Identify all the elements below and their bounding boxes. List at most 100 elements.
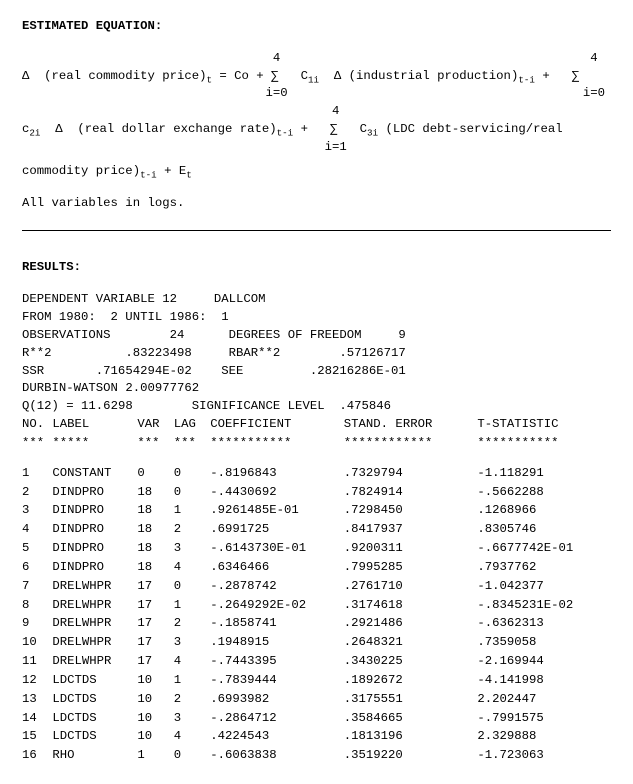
term3-lead: (LDC debt-servicing/real bbox=[378, 122, 562, 136]
sum-upper-limit: 4 bbox=[590, 51, 597, 65]
equation-line1-bottom: i=0 i=0 bbox=[22, 85, 611, 103]
results-meta-block: DEPENDENT VARIABLE 12 DALLCOM FROM 1980:… bbox=[22, 291, 611, 416]
table-cell: DINDPRO bbox=[52, 502, 137, 521]
table-cell: LDCTDS bbox=[52, 728, 137, 747]
col-sep: *** bbox=[137, 435, 173, 454]
table-cell: .8417937 bbox=[344, 521, 478, 540]
dof-value: 9 bbox=[398, 328, 405, 342]
equation-line2: c2i Δ (real dollar exchange rate)t-i + ∑… bbox=[22, 121, 611, 139]
equation-note: All variables in logs. bbox=[22, 195, 611, 213]
table-cell: 4 bbox=[22, 521, 52, 540]
table-cell: 18 bbox=[137, 559, 173, 578]
table-cell: RHO bbox=[52, 747, 137, 766]
spacer bbox=[557, 69, 572, 83]
equation-line2-bottom: i=1 bbox=[22, 139, 611, 157]
see-label: SEE bbox=[221, 364, 243, 378]
table-cell: LDCTDS bbox=[52, 672, 137, 691]
results-table-body: 1CONSTANT00-.8196843.7329794-1.1182912DI… bbox=[22, 465, 611, 766]
spacer bbox=[325, 399, 340, 413]
table-cell: 7 bbox=[22, 578, 52, 597]
table-cell: -1.042377 bbox=[477, 578, 611, 597]
table-cell: DRELWHPR bbox=[52, 634, 137, 653]
r2-label: R**2 bbox=[22, 346, 52, 360]
coef-c2-sub: 2i bbox=[29, 128, 40, 139]
table-cell: 0 bbox=[174, 747, 210, 766]
obs-label: OBSERVATIONS bbox=[22, 328, 111, 342]
col-sep: ************ bbox=[344, 435, 478, 454]
table-cell: 2.202447 bbox=[477, 691, 611, 710]
spacer bbox=[44, 364, 96, 378]
dof-label: DEGREES OF FREEDOM bbox=[229, 328, 362, 342]
term2: Δ (real dollar exchange rate) bbox=[40, 122, 276, 136]
table-cell: -.8345231E-02 bbox=[477, 597, 611, 616]
table-row: 7DRELWHPR170-.2878742.2761710-1.042377 bbox=[22, 578, 611, 597]
obs-value: 24 bbox=[170, 328, 185, 342]
table-row: 16RHO10-.6063838.3519220-1.723063 bbox=[22, 747, 611, 766]
table-row: 9DRELWHPR172-.1858741.2921486-.6362313 bbox=[22, 615, 611, 634]
meta-r2: R**2 .83223498 RBAR**2 .57126717 bbox=[22, 345, 611, 363]
col-sep: ***** bbox=[52, 435, 137, 454]
meta-dep-var: DEPENDENT VARIABLE 12 DALLCOM bbox=[22, 291, 611, 309]
table-cell: .7329794 bbox=[344, 465, 478, 484]
meta-q: Q(12) = 11.6298 SIGNIFICANCE LEVEL .4758… bbox=[22, 398, 611, 416]
table-cell: -.5662288 bbox=[477, 484, 611, 503]
table-cell: .6993982 bbox=[210, 691, 344, 710]
table-cell: -.6143730E-01 bbox=[210, 540, 344, 559]
sum-symbol: ∑ bbox=[572, 69, 579, 83]
spacer bbox=[361, 328, 398, 342]
eq-co: = Co + bbox=[212, 69, 271, 83]
table-cell: .1813196 bbox=[344, 728, 478, 747]
table-cell: DRELWHPR bbox=[52, 615, 137, 634]
term1-sub: t-i bbox=[518, 74, 535, 85]
equation-line1-top: 4 4 bbox=[22, 50, 611, 68]
header-sep-row: *** ***** *** *** *********** **********… bbox=[22, 435, 611, 454]
table-row: 4DINDPRO182 .6991725.8417937 .8305746 bbox=[22, 521, 611, 540]
table-row: 1CONSTANT00-.8196843.7329794-1.118291 bbox=[22, 465, 611, 484]
equation-line1: Δ (real commodity price)t = Co + ∑ C1i Δ… bbox=[22, 68, 611, 86]
table-cell: .9261485E-01 bbox=[210, 502, 344, 521]
spacer bbox=[111, 328, 170, 342]
table-row: 2DINDPRO180-.4430692.7824914-.5662288 bbox=[22, 484, 611, 503]
spacer bbox=[22, 181, 611, 195]
table-row: 11DRELWHPR174-.7443395.3430225-2.169944 bbox=[22, 653, 611, 672]
table-cell: 8 bbox=[22, 597, 52, 616]
table-cell: 1 bbox=[174, 597, 210, 616]
table-cell: 0 bbox=[137, 465, 173, 484]
ssr-label: SSR bbox=[22, 364, 44, 378]
table-cell: 18 bbox=[137, 484, 173, 503]
table-row: 8DRELWHPR171-.2649292E-02.3174618-.83452… bbox=[22, 597, 611, 616]
table-cell: 18 bbox=[137, 521, 173, 540]
coef-c3-sub: 3i bbox=[367, 128, 378, 139]
table-cell: .3174618 bbox=[344, 597, 478, 616]
table-cell: 17 bbox=[137, 634, 173, 653]
table-cell: 18 bbox=[137, 540, 173, 559]
table-cell: .7298450 bbox=[344, 502, 478, 521]
table-cell: LDCTDS bbox=[52, 691, 137, 710]
col-header-lag: LAG bbox=[174, 416, 210, 435]
term3-sub: t-i bbox=[140, 169, 157, 180]
plus-e: + E bbox=[157, 164, 187, 178]
table-cell: -.6677742E-01 bbox=[477, 540, 611, 559]
col-header-label: LABEL bbox=[52, 416, 137, 435]
table-cell: 4 bbox=[174, 728, 210, 747]
sum-symbol: ∑ bbox=[330, 122, 337, 136]
table-cell: DINDPRO bbox=[52, 521, 137, 540]
table-cell: 10 bbox=[137, 691, 173, 710]
table-cell: -.7991575 bbox=[477, 710, 611, 729]
col-header-var: VAR bbox=[137, 416, 173, 435]
equation-line3: commodity price)t-i + Et bbox=[22, 163, 611, 181]
table-row: 13LDCTDS102 .6993982.3175551 2.202447 bbox=[22, 691, 611, 710]
table-cell: 10 bbox=[137, 710, 173, 729]
rbar2-label: RBAR**2 bbox=[229, 346, 281, 360]
table-cell: 0 bbox=[174, 465, 210, 484]
table-cell: 16 bbox=[22, 747, 52, 766]
table-cell: .4224543 bbox=[210, 728, 344, 747]
see-value: .28216286E-01 bbox=[310, 364, 406, 378]
table-cell: .2761710 bbox=[344, 578, 478, 597]
meta-obs-dof: OBSERVATIONS 24 DEGREES OF FREEDOM 9 bbox=[22, 327, 611, 345]
table-cell: 10 bbox=[22, 634, 52, 653]
results-table-head: NO. LABEL VAR LAG COEFFICIENT STAND. ERR… bbox=[22, 416, 611, 454]
table-cell: -4.141998 bbox=[477, 672, 611, 691]
coef-c3: C bbox=[360, 122, 367, 136]
spacer bbox=[315, 122, 330, 136]
